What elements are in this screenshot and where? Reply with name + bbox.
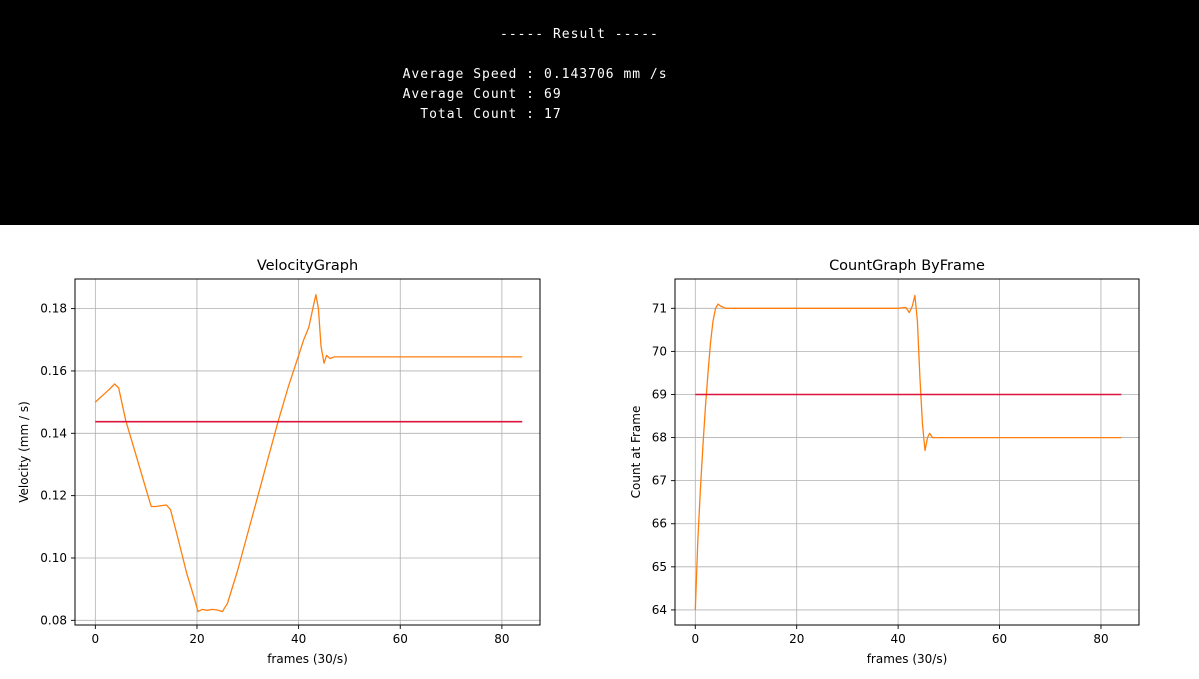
chart-0-y-tick-label-0: 0.08 (40, 613, 67, 627)
chart-0-plot-frame (74, 278, 541, 626)
chart-0-y-tick-label-5: 0.18 (40, 302, 67, 316)
chart-0-x-tick-label-1: 20 (189, 632, 204, 646)
result-panel: ----- Result ----- Average Speed : 0.143… (0, 0, 1199, 225)
chart-1-x-tick-label-0: 0 (691, 632, 699, 646)
chart-1-y-tick-label-2: 66 (652, 517, 667, 531)
total-count-value: 17 (544, 107, 562, 122)
chart-0-y-tick-label-2: 0.12 (40, 489, 67, 503)
average-count-value: 69 (544, 87, 562, 102)
average-count-label: Average Count : (402, 87, 535, 102)
chart-0-x-tick-label-2: 40 (291, 632, 306, 646)
chart-0-x-tick-label-3: 60 (393, 632, 408, 646)
chart-1-x-tick-label-1: 20 (789, 632, 804, 646)
chart-1-title: CountGraph ByFrame (829, 258, 985, 274)
chart-1-x-tick-label-2: 40 (890, 632, 905, 646)
chart-0-x-tick-label-4: 80 (494, 632, 509, 646)
result-header: ----- Result ----- (500, 27, 659, 42)
chart-1-y-tick-label-0: 64 (652, 603, 667, 617)
chart-1-x-tick-label-4: 80 (1093, 632, 1108, 646)
average-speed-label: Average Speed : (402, 67, 535, 82)
chart-0-y-tick-label-3: 0.14 (40, 426, 67, 440)
chart-1-y-tick-label-6: 70 (652, 344, 667, 358)
chart-1-y-tick-label-3: 67 (652, 474, 667, 488)
chart-1-y-tick-label-4: 68 (652, 431, 667, 445)
chart-0-title: VelocityGraph (257, 258, 358, 274)
chart-1-y-tick-label-1: 65 (652, 560, 667, 574)
chart-0-y-tick-label-1: 0.10 (40, 551, 67, 565)
chart-0-x-tick-label-0: 0 (92, 632, 100, 646)
chart-1-plot-frame (674, 278, 1140, 626)
chart-0-x-axis-label: frames (30/s) (267, 652, 348, 666)
charts-svg: 0 20 40 60 80 0.08 0.10 0.12 0.14 0.16 0.18 Velocit… (17, 258, 1140, 666)
chart-1-y-tick-label-5: 69 (652, 387, 667, 401)
average-speed-value: 0.143706 mm /s (544, 67, 668, 82)
chart-1-x-tick-label-3: 60 (992, 632, 1007, 646)
chart-0-y-tick-label-4: 0.16 (40, 364, 67, 378)
chart-1-x-axis-label: frames (30/s) (867, 652, 948, 666)
chart-1-y-tick-label-7: 71 (652, 301, 667, 315)
charts-area: 0 20 40 60 80 0.08 0.10 0.12 0.14 0.16 0.18 Velocit… (0, 225, 1199, 675)
total-count-label: Total Count : (420, 107, 535, 122)
chart-0-y-axis-label: Velocity (mm / s) (17, 401, 31, 503)
chart-0-data-line (94, 293, 523, 613)
chart-1-data-line (694, 294, 1122, 610)
chart-1-y-axis-label: Count at Frame (629, 406, 643, 499)
